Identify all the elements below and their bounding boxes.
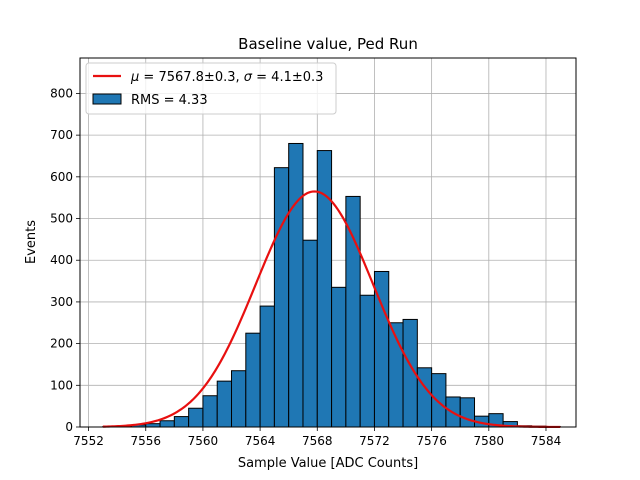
histogram-bar-25 [459,397,476,428]
histogram-bar-8 [216,380,233,428]
y-tick-label-3: 300 [50,295,73,309]
histogram-bar-10 [245,332,261,428]
y-tick-label-1: 100 [50,378,73,392]
x-tick-label-1: 7556 [130,434,161,448]
histogram-bar-6 [188,407,204,428]
histogram-bar-17 [345,195,361,428]
x-axis-ticks: 7552 7556 7560 7564 7568 7572 7576 7580 7584 [73,427,561,448]
x-tick-label-2: 7560 [188,434,219,448]
chart-title: Baseline value, Ped Run [238,35,418,53]
histogram-bar-12 [273,167,290,428]
histogram-bar-22 [416,367,433,428]
y-tick-label-8: 800 [50,86,73,100]
x-tick-label-8: 7584 [531,434,562,448]
x-tick-label-3: 7564 [245,434,276,448]
plot-frame [79,57,577,428]
histogram-bar-4 [159,420,175,428]
y-axis-label: Events [24,220,39,264]
y-tick-label-6: 600 [50,170,73,184]
x-tick-label-0: 7552 [73,434,104,448]
x-tick-label-6: 7576 [416,434,447,448]
x-tick-label-4: 7568 [302,434,333,448]
legend-box [85,62,337,115]
histogram-bar-5 [173,416,190,428]
histogram-bar-7 [202,395,218,428]
legend-fit-label: μ = 7567.8±0.3, σ = 4.1±0.3 [130,70,323,85]
x-tick-label-7: 7580 [474,434,505,448]
legend-histogram-swatch [92,93,122,105]
y-tick-label-4: 400 [50,253,73,267]
y-tick-label-5: 500 [50,212,73,226]
y-axis-ticks: 0 100 200 300 400 500 600 700 800 [50,86,80,434]
y-tick-label-0: 0 [65,420,73,434]
histogram-bar-9 [231,370,247,428]
gaussian-fit-curve [102,190,561,429]
x-tick-label-5: 7572 [359,434,390,448]
x-axis-label: Sample Value [ADC Counts] [238,456,418,471]
y-tick-label-2: 200 [50,337,73,351]
histogram-bar-23 [431,373,447,428]
histogram-bar-16 [331,286,347,428]
y-tick-label-7: 700 [50,128,73,142]
histogram-bar-13 [288,142,304,428]
histogram-bar-11 [259,305,275,428]
legend-histogram-label: RMS = 4.33 [131,93,208,108]
histogram-bar-14 [302,239,318,428]
legend: μ = 7567.8±0.3, σ = 4.1±0.3 RMS = 4.33 [85,62,337,115]
histogram-bar-3 [145,423,161,428]
histogram-bar-18 [359,294,375,428]
